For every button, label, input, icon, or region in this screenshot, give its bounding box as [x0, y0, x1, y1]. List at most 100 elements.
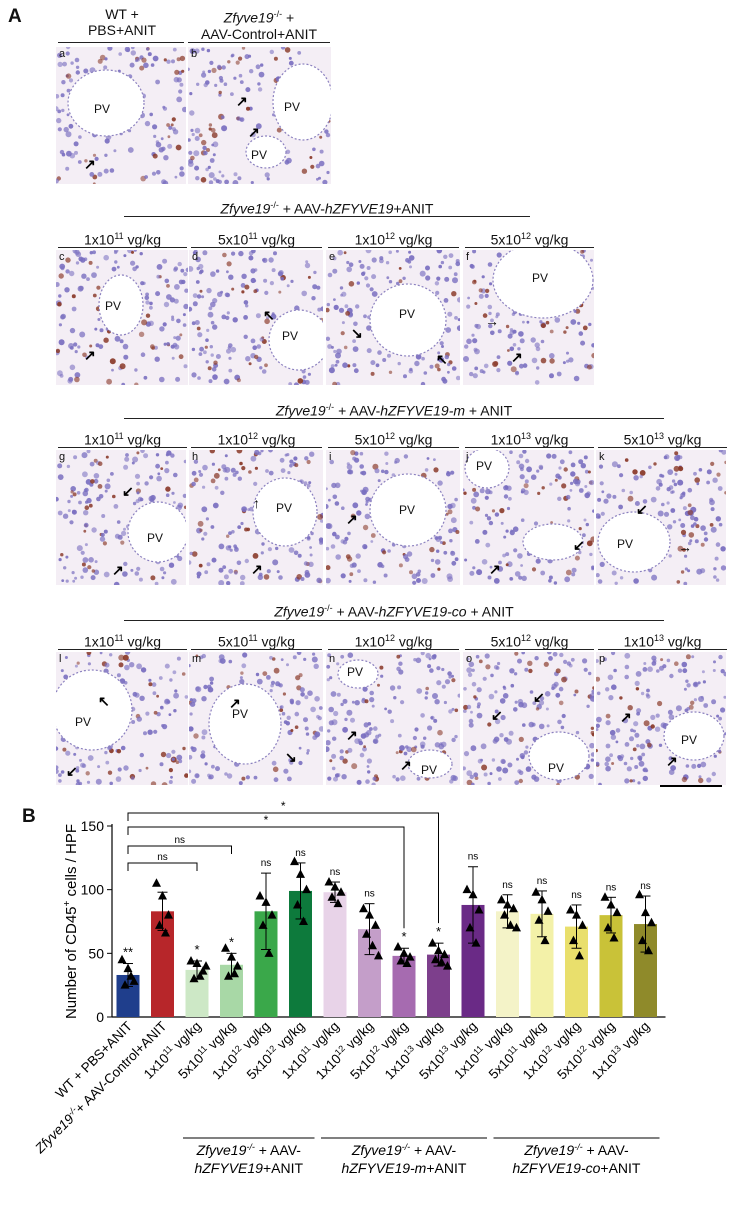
tile-label: f — [466, 251, 470, 263]
data-point — [534, 915, 544, 924]
data-point — [374, 950, 383, 960]
data-point — [302, 884, 311, 894]
arrow-icon: ↙ — [66, 763, 78, 779]
row2-dose-underline — [58, 247, 187, 248]
portal-vein-label: PV — [75, 715, 92, 729]
row4-dose-underline — [465, 649, 594, 650]
data-point — [365, 910, 374, 919]
bar — [496, 911, 519, 1017]
significance-label: ns — [640, 881, 651, 892]
arrow-icon: → — [678, 539, 692, 555]
data-point — [431, 954, 440, 964]
histology-image: k PV ↙ → — [596, 450, 726, 585]
data-point — [503, 899, 512, 909]
portal-vein-label: PV — [94, 102, 111, 116]
data-point — [468, 889, 478, 899]
data-point — [497, 894, 506, 904]
data-point — [158, 891, 167, 900]
portal-vein-label: PV — [399, 503, 416, 517]
row3-dose-header: 5x1013 vg/kg — [623, 431, 702, 448]
significance-bracket — [127, 812, 439, 924]
data-point — [537, 894, 547, 904]
data-point — [267, 910, 277, 919]
scale-bar — [660, 785, 722, 787]
portal-vein-label: PV — [476, 459, 493, 473]
portal-vein-label: PV — [617, 537, 634, 551]
portal-vein-label: PV — [147, 531, 164, 545]
significance-label: ns — [537, 876, 548, 887]
arrow-icon: ↙ — [122, 483, 134, 499]
arrow-icon: ↗ — [511, 349, 523, 365]
arrow-icon: ↗ — [84, 156, 96, 172]
tissue-texture — [189, 652, 323, 785]
arrow-icon: ↗ — [248, 124, 260, 140]
histology-image: o PV ↙ ↙ — [463, 652, 594, 785]
bar — [634, 924, 657, 1017]
data-point — [609, 933, 619, 942]
row1-header-underline-1 — [58, 42, 184, 43]
arrow-icon: ↗ — [620, 709, 632, 725]
row4-dose-header: 1x1013 vg/kg — [623, 633, 702, 650]
portal-vein-label: PV — [232, 707, 249, 721]
significance-label: ** — [123, 945, 133, 960]
tile-label: c — [59, 251, 65, 263]
histology-image: f PV → ↗ — [463, 250, 594, 385]
portal-vein-label: PV — [421, 763, 438, 777]
row3-dose-header: 1x1012 vg/kg — [217, 431, 296, 448]
histology-image: n PV PV ↗ ↗ — [326, 652, 460, 785]
data-point — [612, 907, 622, 917]
bar — [427, 954, 450, 1017]
data-point — [465, 922, 475, 932]
data-point — [509, 903, 518, 913]
row3-dose-header: 1x1013 vg/kg — [490, 431, 569, 448]
significance-bracket — [127, 826, 405, 929]
row2-dose-underline — [191, 247, 322, 248]
data-point — [126, 971, 136, 980]
data-point — [462, 884, 472, 894]
arrow-icon: ↑ — [253, 495, 260, 511]
data-point — [437, 957, 446, 966]
panel-b-letter: B — [22, 806, 36, 827]
data-point — [603, 922, 613, 932]
arrow-icon: ↖ — [436, 351, 448, 367]
data-point — [540, 935, 550, 945]
data-point — [647, 917, 656, 927]
data-point — [635, 889, 644, 899]
histology-image: h PV ↑ ↗ — [189, 450, 323, 585]
portal-vein-label: PV — [681, 733, 698, 747]
data-point — [255, 891, 265, 900]
data-point — [512, 922, 521, 932]
data-point — [471, 938, 481, 947]
tissue-texture — [463, 450, 594, 585]
row3-dose-underline — [598, 447, 727, 448]
histology-image: a PV ↗ — [56, 47, 186, 184]
portal-vein-label: PV — [284, 100, 301, 114]
arrow-icon: ↗ — [666, 753, 678, 769]
data-point — [641, 907, 650, 917]
arrow-icon: ↗ — [112, 562, 124, 578]
portal-vein-label: PV — [532, 271, 549, 285]
data-point — [327, 892, 337, 901]
portal-vein-label: PV — [251, 148, 268, 162]
bracket-label: * — [264, 813, 269, 827]
bracket-label: * — [281, 800, 286, 813]
data-point — [233, 961, 242, 970]
data-point — [198, 966, 208, 975]
data-point — [371, 920, 380, 929]
arrow-icon: ↖ — [98, 693, 110, 709]
tile-label: n — [329, 653, 336, 665]
data-point — [362, 929, 371, 938]
row4-dose-underline — [598, 649, 727, 650]
significance-label: ns — [502, 880, 513, 891]
row2-dose-header: 1x1012 vg/kg — [354, 231, 433, 248]
group-label: Zfyve19-/- + AAV- — [351, 1142, 457, 1158]
data-point — [359, 903, 368, 913]
data-point — [644, 945, 653, 955]
data-point — [290, 856, 299, 866]
data-point — [600, 892, 610, 901]
significance-label: ns — [261, 858, 272, 869]
data-point — [402, 958, 412, 968]
tissue-texture — [596, 450, 726, 585]
tissue-texture — [463, 250, 594, 385]
tissue-texture — [326, 652, 460, 785]
